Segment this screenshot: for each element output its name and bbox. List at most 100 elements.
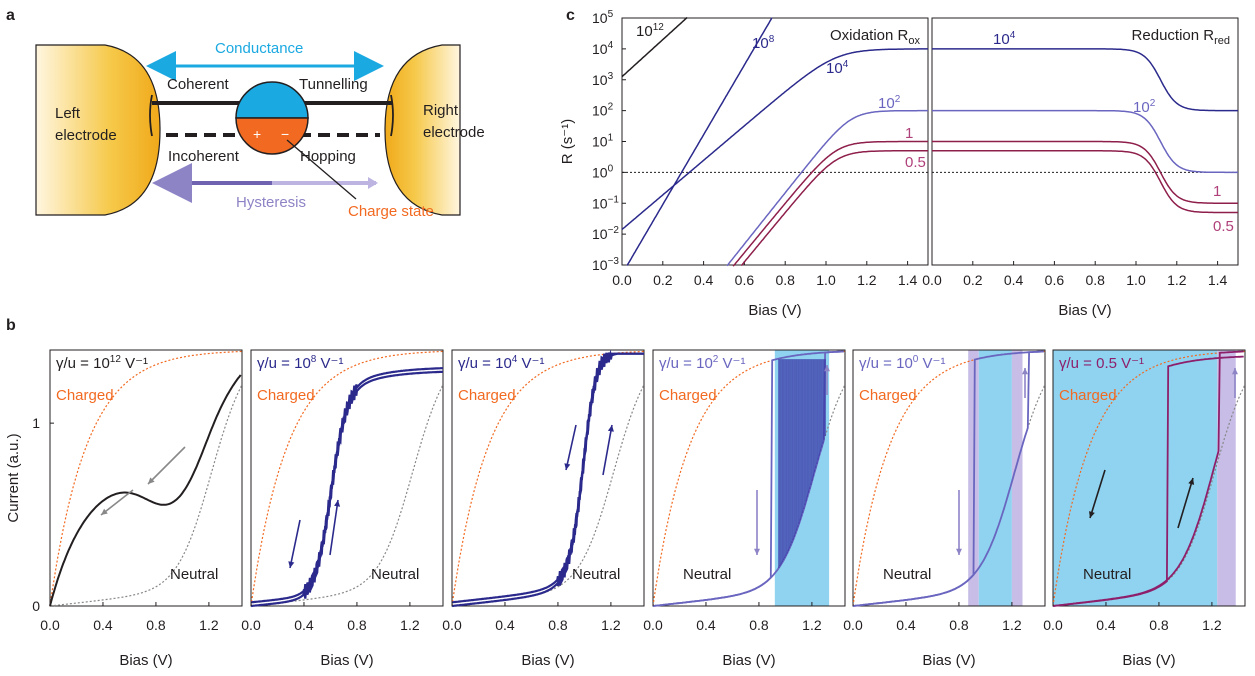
- neutral-label: Neutral: [1083, 566, 1131, 583]
- x-tick-label: 1.2: [857, 272, 877, 288]
- incoherent-label: Incoherent: [168, 148, 240, 165]
- oxidation-band: [1217, 350, 1236, 606]
- x-tick-label: 0.0: [612, 272, 632, 288]
- hysteresis-label: Hysteresis: [236, 194, 306, 211]
- x-tick-label: 0.4: [1004, 272, 1024, 288]
- left-electrode-label-1: Left: [55, 105, 81, 122]
- iv-curve-forward: [250, 370, 443, 608]
- oxidation-curve: [626, 17, 773, 266]
- x-tick-label: 1.4: [1208, 272, 1228, 288]
- sweep-arrow-head: [607, 425, 614, 432]
- iv-curve-downsweep: [1052, 355, 1244, 607]
- sweep-direction-arrow: [147, 446, 186, 485]
- x-axis-label: Bias (V): [320, 652, 373, 669]
- x-axis-label: Bias (V): [521, 652, 574, 669]
- molecule-dot: + −: [235, 81, 309, 155]
- x-axis-label: Bias (V): [1058, 302, 1111, 319]
- charged-label: Charged: [257, 387, 315, 404]
- x-axis-label: Bias (V): [748, 302, 801, 319]
- neutral-label: Neutral: [371, 566, 419, 583]
- x-tick-label: 0.0: [643, 617, 663, 633]
- x-tick-label: 0.8: [949, 617, 969, 633]
- charge-state-label: Charge state: [348, 203, 434, 220]
- iv-curve-downsweep: [652, 350, 844, 607]
- y-tick-label: 102: [592, 102, 614, 119]
- neutral-label: Neutral: [170, 566, 218, 583]
- iv-plot-2: γ/u = 108 V⁻¹ Charged Neutral 0.0 0.4 0.8 1.2 B…: [241, 349, 444, 669]
- right-contact-bracket: [390, 94, 394, 137]
- neutral-label: Neutral: [572, 566, 620, 583]
- x-tick-label: 0.8: [146, 617, 166, 633]
- plot-frame: [652, 349, 846, 607]
- y-axis-label: R (s⁻¹): [559, 119, 576, 164]
- x-axis-label: Bias (V): [922, 652, 975, 669]
- reduction-curve-label: 102: [1133, 98, 1156, 116]
- iv-plot-3: γ/u = 104 V⁻¹ Charged Neutral 0.0 0.4 0.8 1.2 B…: [442, 349, 645, 669]
- y-tick-label: 10−3: [592, 256, 619, 273]
- x-tick-label: 1.2: [1202, 617, 1222, 633]
- x-tick-label: 1.2: [1167, 272, 1187, 288]
- iv-plot-6: γ/u = 0.5 V⁻¹ Charged Neutral 0.0 0.4 0.8 1.2 B…: [1043, 349, 1246, 669]
- plot-frame: [451, 349, 645, 607]
- sweep-direction-arrow: [289, 519, 301, 569]
- x-tick-label: 0.4: [1096, 617, 1116, 633]
- sweep-arrow-head: [564, 463, 571, 470]
- plot-frame: [250, 349, 444, 607]
- right-electrode: [384, 44, 461, 216]
- x-tick-label: 0.8: [1085, 272, 1105, 288]
- iv-curve-backward: [251, 367, 443, 604]
- tunnelling-label: Tunnelling: [299, 76, 368, 93]
- iv-curve-forward: [451, 349, 644, 608]
- sweep-arrow-head: [334, 500, 341, 507]
- hysteresis-band: [1053, 350, 1218, 606]
- x-tick-label: 0.8: [1149, 617, 1169, 633]
- hopping-label: Hopping: [300, 148, 356, 165]
- sweep-arrow-head: [1089, 511, 1095, 518]
- y-tick-label: 103: [592, 71, 614, 88]
- x-tick-label: 0.4: [294, 617, 314, 633]
- plot-frame: [1052, 349, 1246, 607]
- charged-label: Charged: [659, 387, 717, 404]
- iv-plot-title: γ/u = 108 V⁻¹: [257, 354, 343, 372]
- x-tick-label: 0.4: [495, 617, 515, 633]
- sweep-arrow-head: [288, 561, 295, 568]
- reduction-curve: [932, 109, 1238, 174]
- charged-label: Charged: [859, 387, 917, 404]
- reduction-curve: [932, 150, 1238, 214]
- sweep-arrow-head: [101, 508, 108, 515]
- y-axis-label: Current (a.u.): [5, 433, 22, 522]
- oxidation-curve: [621, 48, 928, 231]
- y-tick-label: 100: [592, 163, 614, 180]
- iv-plot-5: γ/u = 100 V⁻¹ Charged Neutral 0.0 0.4 0.8 1.2 B…: [843, 349, 1046, 669]
- sweep-direction-arrow: [1177, 477, 1194, 529]
- x-tick-label: 0.6: [1045, 272, 1065, 288]
- sweep-direction-arrow: [329, 499, 339, 556]
- rate-plot-2: 0.0 0.2 0.4 0.6 0.8 1.0 1.2 1.4 Bias (V) Reductio…: [922, 17, 1239, 319]
- neutral-label: Neutral: [683, 566, 731, 583]
- panel-label-b: b: [6, 317, 16, 334]
- sweep-arrow-head: [824, 365, 830, 372]
- right-electrode-label-2: electrode: [423, 124, 485, 141]
- x-tick-label: 0.0: [241, 617, 261, 633]
- sweep-arrow-head: [754, 548, 760, 555]
- x-axis-label: Bias (V): [722, 652, 775, 669]
- x-tick-label: 1.2: [601, 617, 621, 633]
- x-tick-label: 0.4: [696, 617, 716, 633]
- x-axis-label: Bias (V): [1122, 652, 1175, 669]
- x-tick-label: 0.2: [653, 272, 673, 288]
- panel-b-iv-curves: γ/u = 1012 V⁻¹ Charged Neutral 0.0 0.4 0.8 1.2…: [5, 349, 1246, 669]
- oxidation-band: [1011, 350, 1023, 606]
- sweep-direction-arrow: [100, 489, 134, 516]
- x-tick-label: 1.2: [199, 617, 219, 633]
- y-tick-label: 101: [592, 133, 614, 150]
- charged-label: Charged: [56, 387, 114, 404]
- panel-c-rate-plots: 0.0 0.2 0.4 0.6 0.8 1.0 1.2 1.4 Bias (V) Oxidatio…: [559, 9, 1239, 319]
- right-electrode-label-1: Right: [423, 102, 459, 119]
- plot-frame: [49, 349, 243, 607]
- y-tick-label: 10−2: [592, 225, 619, 242]
- oxidation-curve: [621, 16, 688, 78]
- oxidation-curve: [740, 150, 928, 267]
- rate-plot-1: 0.0 0.2 0.4 0.6 0.8 1.0 1.2 1.4 Bias (V) Oxidatio…: [559, 9, 929, 319]
- iv-curve-backward: [452, 352, 644, 604]
